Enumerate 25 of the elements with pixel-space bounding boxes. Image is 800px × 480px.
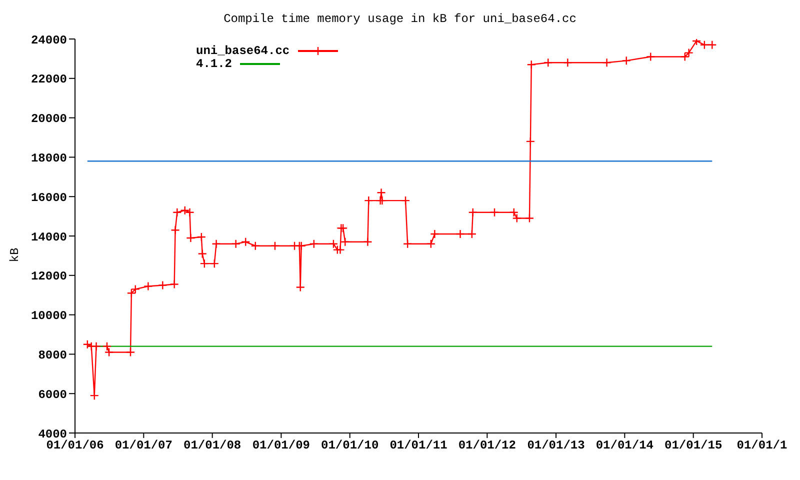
- x-tick-label: 01/01/08: [184, 438, 242, 453]
- y-tick-label: 6000: [38, 388, 67, 402]
- y-tick-label: 14000: [30, 230, 67, 244]
- y-tick-label: 16000: [30, 190, 67, 205]
- x-tick-label: 01/01/13: [527, 438, 585, 453]
- y-tick-label: 22000: [30, 72, 67, 87]
- x-tick-label: 01/01/06: [46, 438, 104, 453]
- x-tick-label: 01/01/1: [736, 438, 788, 453]
- x-tick-label: 01/01/09: [252, 438, 310, 453]
- x-tick-label: 01/01/15: [664, 438, 722, 453]
- y-tick-label: 12000: [30, 270, 67, 284]
- x-tick-label: 01/01/10: [321, 438, 379, 453]
- x-tick-label: 01/01/11: [390, 438, 448, 453]
- legend-label: 4.1.2: [196, 56, 232, 70]
- x-tick-label: 01/01/14: [596, 438, 654, 453]
- x-tick-label: 01/01/07: [114, 438, 172, 453]
- y-axis-title: kB: [8, 248, 22, 262]
- x-tick-label: 01/01/12: [458, 438, 516, 453]
- y-tick-label: 8000: [38, 348, 67, 362]
- y-tick-label: 18000: [30, 151, 67, 166]
- chart-title: Compile time memory usage in kB for uni_base64.cc: [222, 12, 578, 26]
- y-tick-label: 10000: [30, 309, 67, 324]
- y-tick-label: 24000: [30, 33, 67, 48]
- y-tick-label: 20000: [30, 112, 67, 126]
- legend-label: uni_base64.cc: [196, 44, 290, 58]
